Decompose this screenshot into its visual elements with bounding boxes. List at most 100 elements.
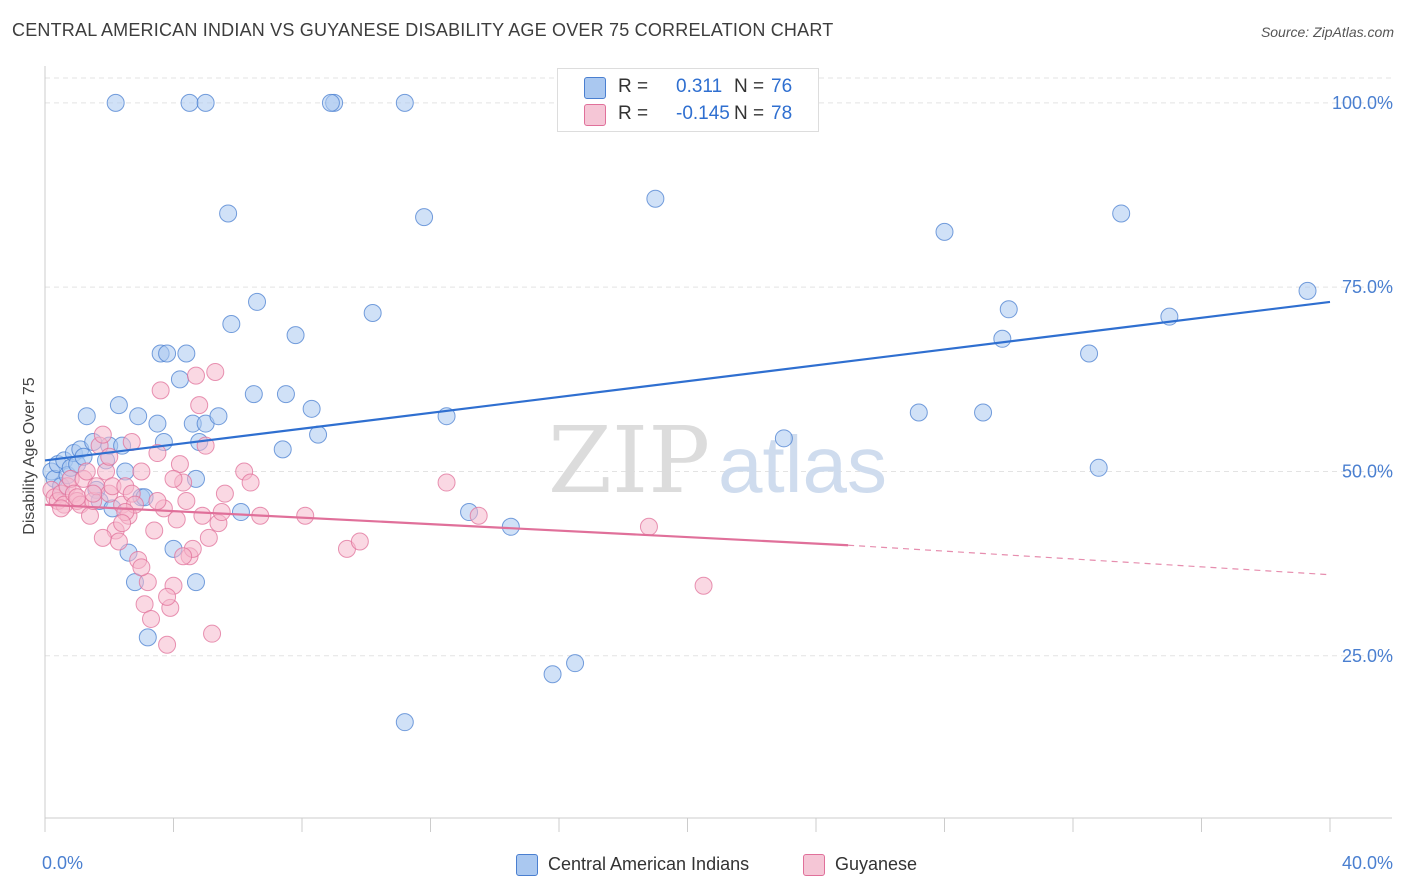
point-guyanese — [296, 506, 315, 525]
point-guyanese — [142, 609, 161, 628]
point-guyanese — [186, 366, 205, 385]
trendline-guyanese-extension — [848, 544, 1331, 576]
trend-lines — [44, 300, 1331, 576]
point-central-american-indians — [309, 425, 328, 444]
point-guyanese — [158, 635, 177, 654]
trendline-central-american-indians — [44, 300, 1331, 462]
point-central-american-indians — [158, 344, 177, 363]
point-guyanese — [193, 506, 212, 525]
point-guyanese — [437, 473, 456, 492]
legend-n-value: 76 — [771, 76, 793, 97]
legend-r-label: R = — [618, 103, 649, 124]
point-central-american-indians — [219, 204, 238, 223]
point-central-american-indians — [909, 403, 928, 422]
point-central-american-indians — [363, 303, 382, 322]
point-guyanese — [177, 491, 196, 510]
point-guyanese — [174, 547, 193, 566]
point-guyanese — [350, 532, 369, 551]
y-tick-label: 100.0% — [1332, 93, 1393, 113]
point-guyanese — [93, 425, 112, 444]
point-central-american-indians — [1089, 458, 1108, 477]
point-central-american-indians — [999, 300, 1018, 319]
point-central-american-indians — [77, 407, 96, 426]
point-guyanese — [199, 528, 218, 547]
point-guyanese — [148, 444, 167, 463]
point-guyanese — [241, 473, 260, 492]
point-central-american-indians — [395, 93, 414, 112]
point-central-american-indians — [244, 385, 263, 404]
point-central-american-indians — [177, 344, 196, 363]
point-guyanese — [52, 499, 71, 518]
legend-swatch-pink — [803, 854, 825, 876]
legend-r-value: -0.145 — [676, 103, 730, 124]
series-legend: Central American Indians Guyanese — [0, 853, 1406, 877]
point-central-american-indians — [321, 93, 340, 112]
legend-r-label: R = — [618, 76, 649, 97]
point-central-american-indians — [106, 93, 125, 112]
point-central-american-indians — [993, 329, 1012, 348]
legend-series-name: Guyanese — [835, 854, 918, 874]
legend-r-value: 0.311 — [676, 76, 723, 97]
point-central-american-indians — [170, 370, 189, 389]
point-central-american-indians — [543, 665, 562, 684]
point-central-american-indians — [248, 292, 267, 311]
source-label: Source: ZipAtlas.com — [1260, 24, 1394, 40]
point-central-american-indians — [935, 222, 954, 241]
point-guyanese — [158, 587, 177, 606]
point-guyanese — [469, 506, 488, 525]
point-guyanese — [80, 506, 99, 525]
point-central-american-indians — [129, 407, 148, 426]
point-central-american-indians — [196, 93, 215, 112]
point-central-american-indians — [148, 414, 167, 433]
point-central-american-indians — [974, 403, 993, 422]
legend-swatch-pink — [584, 104, 606, 126]
grid-lines — [45, 77, 1392, 657]
y-tick-label: 75.0% — [1342, 277, 1393, 297]
legend-n-label: N = — [734, 103, 765, 124]
point-central-american-indians — [138, 628, 157, 647]
point-guyanese — [167, 510, 186, 529]
point-central-american-indians — [276, 385, 295, 404]
x-tick-label: 0.0% — [42, 853, 83, 873]
point-guyanese — [206, 362, 225, 381]
point-guyanese — [109, 532, 128, 551]
point-central-american-indians — [774, 429, 793, 448]
watermark-zip: ZIP — [548, 407, 710, 514]
point-central-american-indians — [180, 93, 199, 112]
point-guyanese — [84, 484, 103, 503]
point-central-american-indians — [566, 654, 585, 673]
point-guyanese — [77, 462, 96, 481]
point-central-american-indians — [1112, 204, 1131, 223]
point-central-american-indians — [1080, 344, 1099, 363]
tick-labels: 25.0% 50.0% 75.0% 100.0% 0.0% 40.0% — [42, 93, 1393, 873]
point-guyanese — [215, 484, 234, 503]
axes — [44, 66, 1392, 832]
point-central-american-indians — [646, 189, 665, 208]
y-tick-label: 25.0% — [1342, 646, 1393, 666]
point-guyanese — [694, 576, 713, 595]
point-central-american-indians — [231, 503, 250, 522]
point-guyanese — [113, 514, 132, 533]
point-central-american-indians — [222, 315, 241, 334]
point-guyanese — [68, 488, 87, 507]
legend-n-label: N = — [734, 76, 765, 97]
point-guyanese — [151, 381, 170, 400]
point-guyanese — [164, 469, 183, 488]
trendline-guyanese — [44, 503, 849, 547]
point-guyanese — [132, 462, 151, 481]
point-central-american-indians — [415, 208, 434, 227]
point-central-american-indians — [109, 396, 128, 415]
point-guyanese — [132, 558, 151, 577]
point-central-american-indians — [302, 399, 321, 418]
x-tick-label: 40.0% — [1342, 853, 1393, 873]
point-guyanese — [212, 503, 231, 522]
legend-swatch-blue — [584, 77, 606, 99]
point-central-american-indians — [1298, 281, 1317, 300]
point-guyanese — [639, 517, 658, 536]
point-central-american-indians — [186, 573, 205, 592]
point-guyanese — [203, 624, 222, 643]
legend-n-value: 78 — [771, 103, 793, 124]
point-guyanese — [190, 396, 209, 415]
chart-title: CENTRAL AMERICAN INDIAN VS GUYANESE DISA… — [12, 20, 834, 40]
